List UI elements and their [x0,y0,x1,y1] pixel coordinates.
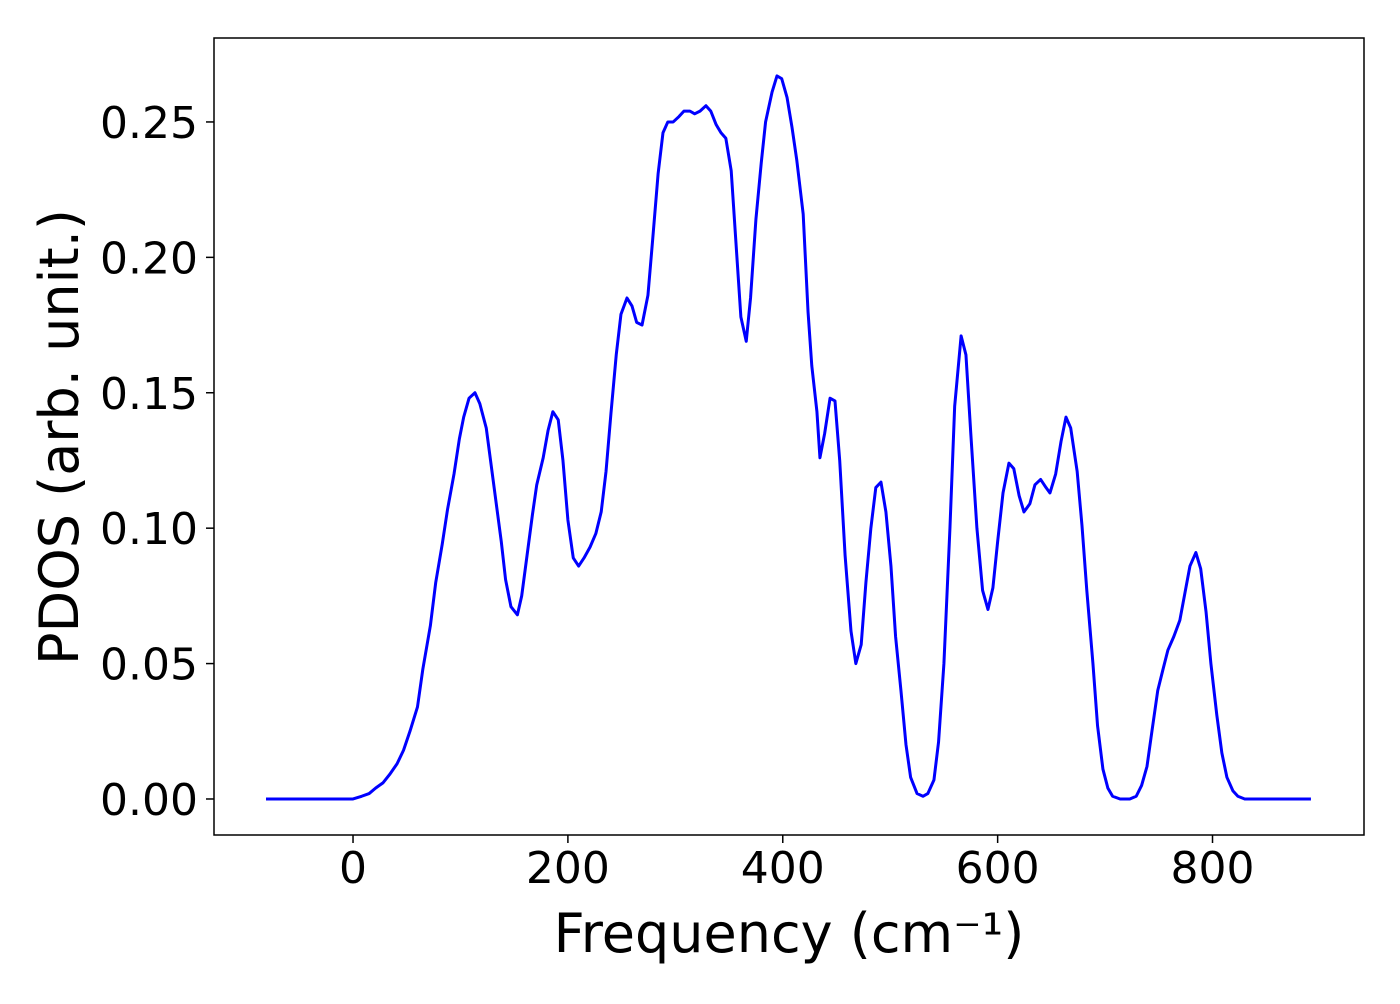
x-tick-label: 200 [526,843,610,894]
x-tick-label: 400 [741,843,825,894]
x-axis-label: Frequency (cm⁻¹) [554,902,1025,965]
y-tick-label: 0.25 [100,98,198,149]
x-tick-label: 600 [956,843,1040,894]
x-tick-label: 800 [1171,843,1255,894]
x-tick-label: 0 [339,843,367,894]
y-tick-label: 0.05 [100,640,198,691]
y-axis-label: PDOS (arb. unit.) [28,209,91,665]
data-line [266,74,1311,801]
plot-frame [213,37,1365,836]
y-tick-label: 0.15 [100,369,198,420]
y-tick-label: 0.20 [100,233,198,284]
y-tick-label: 0.00 [100,775,198,826]
y-tick-label: 0.10 [100,504,198,555]
